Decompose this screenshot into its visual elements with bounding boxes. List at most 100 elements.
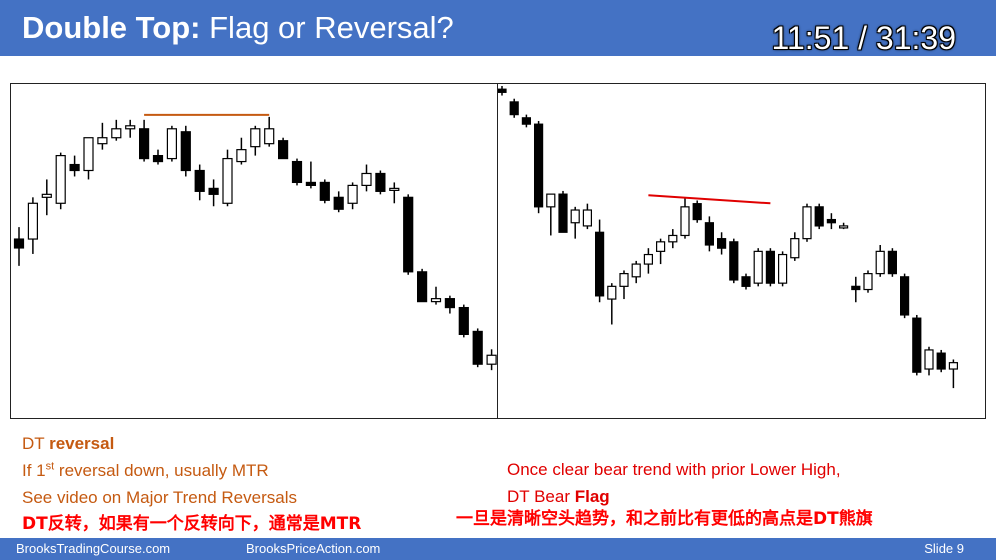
- bear-candle: [278, 140, 289, 160]
- bear-candle: [717, 238, 727, 249]
- bull-candle: [83, 137, 94, 172]
- flag-bold-text: Flag: [574, 487, 610, 506]
- right-note-line-1: Once clear bear trend with prior Lower H…: [507, 460, 841, 479]
- bear-candle: [887, 250, 897, 275]
- bull-candle: [222, 157, 233, 204]
- bear-candle: [333, 196, 344, 210]
- bull-candle: [264, 128, 275, 145]
- footer-middle-link[interactable]: BrooksPriceAction.com: [246, 541, 381, 556]
- bear-candle: [180, 131, 191, 172]
- right-notes: Once clear bear trend with prior Lower H…: [507, 456, 841, 510]
- reversal-bold-text: reversal: [49, 434, 115, 453]
- bull-candle: [863, 273, 873, 291]
- bull-candle: [631, 263, 641, 278]
- left-note-line-3: See video on Major Trend Reversals: [22, 488, 297, 507]
- bull-candle: [802, 206, 812, 240]
- bear-candle: [521, 117, 531, 125]
- bear-candle: [533, 123, 544, 208]
- bull-candle: [27, 202, 38, 240]
- bear-candle: [912, 317, 922, 373]
- left-notes: DT reversal If 1st reversal down, usuall…: [22, 430, 297, 511]
- bull-candle: [389, 187, 400, 191]
- double-top-line: [648, 194, 771, 205]
- bull-candle: [125, 125, 136, 130]
- bear-candle: [139, 128, 150, 160]
- bear-candle: [458, 306, 469, 336]
- bull-candle: [236, 149, 247, 163]
- bear-candle: [291, 160, 303, 184]
- bull-candle: [582, 209, 593, 227]
- bear-candle: [444, 298, 455, 309]
- bull-candle: [924, 349, 934, 370]
- bear-candle: [13, 238, 25, 249]
- bear-candle: [472, 330, 483, 365]
- bull-candle: [790, 238, 800, 259]
- bull-candle: [656, 241, 666, 252]
- bull-candle: [486, 354, 497, 365]
- subtitle-left: DT反转，如果有一个反转向下，通常是MTR: [22, 514, 362, 534]
- bear-candle: [936, 352, 946, 370]
- bull-candle: [111, 128, 122, 139]
- dt-bear-text: DT Bear: [507, 487, 575, 506]
- bull-candle: [347, 184, 358, 204]
- title-bold-part: Double Top:: [22, 10, 201, 45]
- bull-candle: [166, 128, 177, 160]
- reversal-down-text: reversal down, usually MTR: [54, 461, 269, 480]
- slide-number: Slide 9: [924, 541, 964, 556]
- left-note-line-2: If 1st reversal down, usually MTR: [22, 457, 297, 484]
- left-candlestick-chart: [10, 83, 498, 419]
- bull-candle: [753, 250, 763, 284]
- bear-candle: [305, 181, 316, 186]
- first-superscript: st: [45, 460, 55, 473]
- subtitle-right: 一旦是清晰空头趋势，和之前比有更低的高点是DT熊旗: [456, 509, 873, 529]
- right-candlestick-chart: [497, 83, 986, 419]
- bear-candle: [498, 88, 507, 93]
- bear-candle: [403, 196, 414, 273]
- slide-title: Double Top: Flag or Reversal?: [22, 8, 454, 48]
- bear-candle: [765, 250, 775, 284]
- bear-candle: [826, 218, 836, 224]
- left-note-line-1: DT reversal: [22, 430, 297, 457]
- bull-candle: [546, 193, 556, 208]
- bull-candle: [250, 128, 261, 148]
- bear-candle: [729, 241, 739, 281]
- slide-footer: BrooksTradingCourse.com BrooksPriceActio…: [0, 538, 996, 560]
- bull-candle: [570, 209, 580, 224]
- slide-header: Double Top: Flag or Reversal? 11:51 / 31…: [0, 0, 996, 56]
- bull-candle: [875, 250, 885, 275]
- bull-candle: [643, 253, 653, 265]
- bull-candle: [680, 206, 690, 237]
- dt-prefix-text: DT: [22, 434, 50, 453]
- bear-candle: [558, 193, 568, 233]
- bull-candle: [55, 154, 66, 204]
- bear-candle: [375, 172, 386, 192]
- bull-candle: [361, 172, 372, 187]
- bull-candle: [668, 234, 678, 243]
- bear-candle: [851, 285, 861, 291]
- left-chart-svg: [13, 113, 497, 371]
- bull-candle: [430, 298, 442, 303]
- bull-candle: [778, 253, 788, 284]
- bear-candle: [69, 163, 80, 172]
- bull-candle: [839, 225, 849, 229]
- bear-candle: [814, 206, 824, 227]
- bear-candle: [319, 181, 330, 201]
- bear-candle: [152, 154, 164, 163]
- footer-left-link[interactable]: BrooksTradingCourse.com: [16, 541, 171, 556]
- first-text: If 1: [22, 461, 46, 480]
- bear-candle: [692, 203, 702, 221]
- bear-candle: [417, 271, 428, 303]
- bull-candle: [948, 362, 958, 370]
- bear-candle: [509, 101, 519, 116]
- bull-candle: [607, 285, 617, 300]
- bull-candle: [97, 137, 108, 145]
- right-chart-svg: [498, 86, 958, 389]
- bear-candle: [194, 169, 205, 192]
- right-note-line-2: DT Bear Flag: [507, 483, 841, 510]
- bear-candle: [741, 276, 751, 287]
- bear-candle: [208, 187, 219, 195]
- bull-candle: [619, 273, 629, 287]
- bull-candle: [41, 193, 52, 198]
- bear-candle: [900, 276, 910, 316]
- bear-candle: [594, 231, 605, 297]
